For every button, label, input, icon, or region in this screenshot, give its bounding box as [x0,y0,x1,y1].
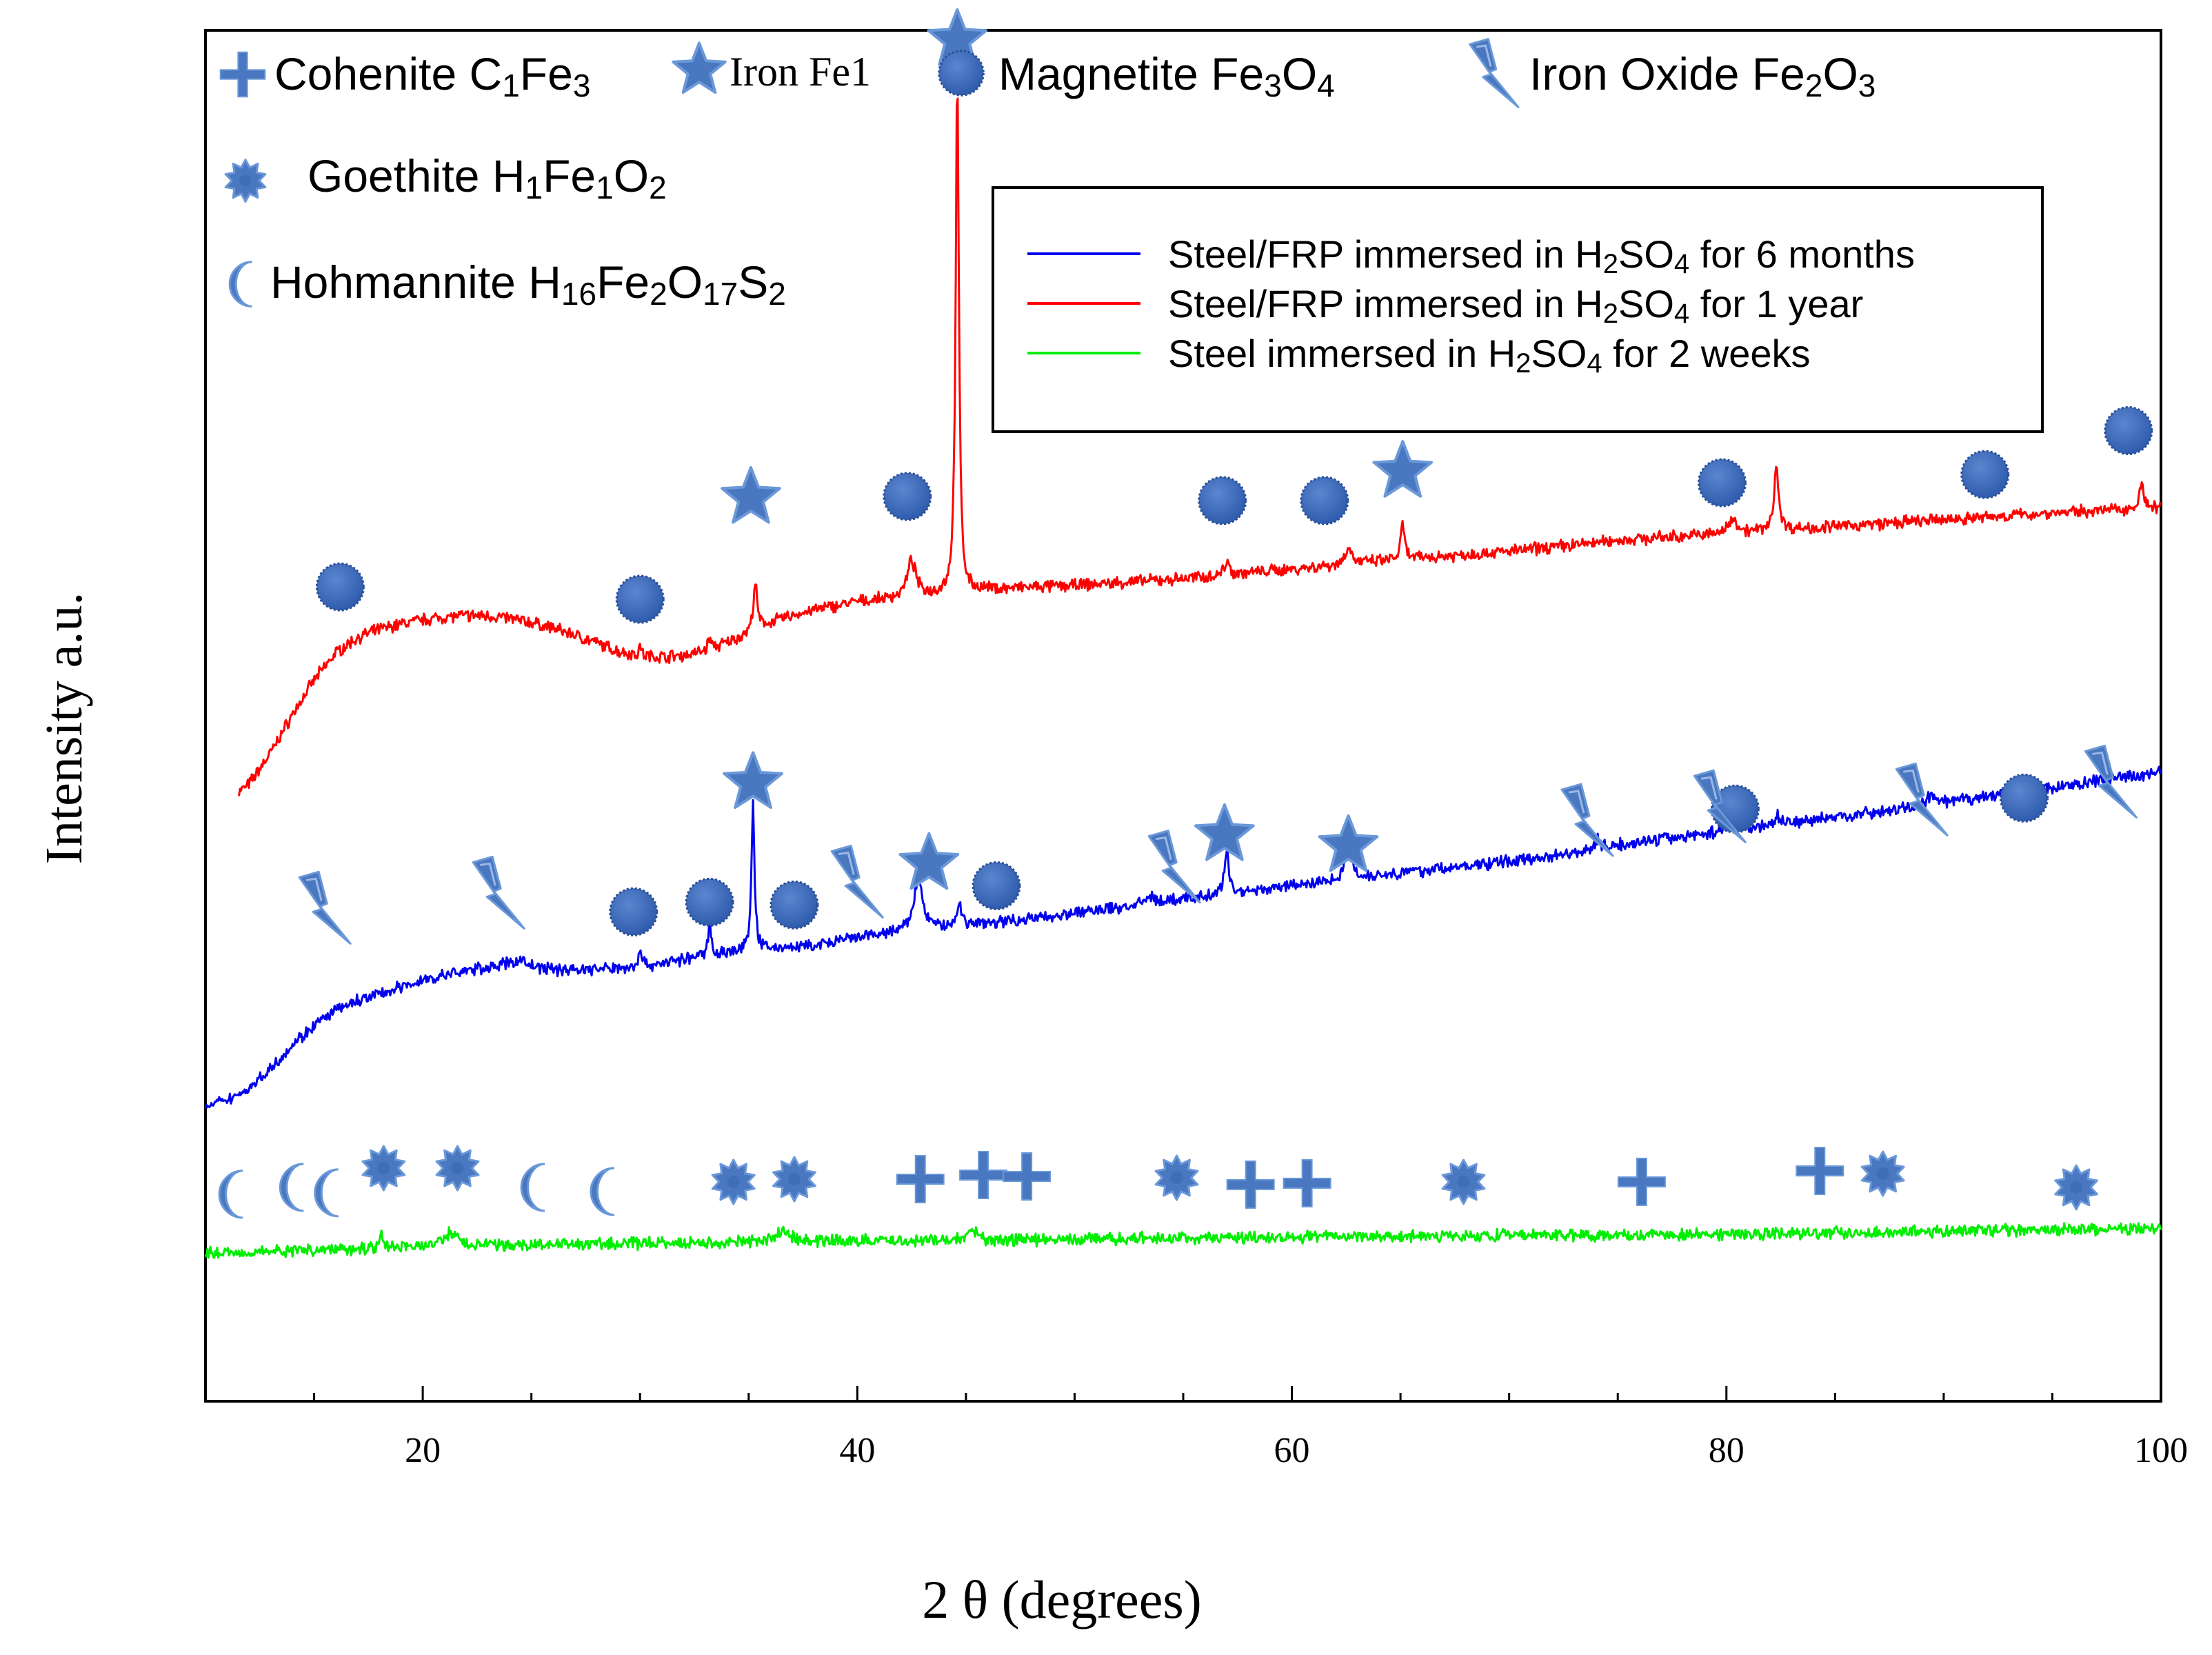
phase-marker-plus [1796,1147,1844,1196]
phase-marker-plus [1617,1157,1666,1206]
legend-circle-icon [938,50,985,97]
phase-marker-circle [883,472,932,521]
legend-label: Steel/FRP immersed in H2SO4 for 1 year [1168,282,1863,329]
phase-marker-star [721,465,781,524]
phase-marker-circle [1960,450,2010,499]
phase-key-label: Cohenite C1Fe3 [274,48,590,103]
phase-marker-circle [1300,476,1349,525]
phase-marker-moon [590,1167,615,1216]
phase-key: Cohenite C1Fe3 Iron Fe1 Magnetite Fe3O4 Iro… [219,38,1876,312]
phase-marker-plus [1003,1152,1052,1201]
phase-marker-moon [218,1170,243,1219]
phase-key-label: Iron Oxide Fe2O3 [1529,48,1876,103]
phase-marker-gear [2054,1164,2098,1211]
series-line-1 [204,765,2162,1109]
series-line-0 [238,97,2162,796]
legend-bolt-icon [1469,38,1520,108]
phase-marker-star [1318,814,1379,872]
phase-marker-plus [1283,1158,1331,1207]
phase-marker-circle [770,880,819,930]
phase-marker-circle [315,562,365,612]
x-axis-label: 2 θ (degrees) [922,1569,1202,1629]
phase-marker-moon [314,1168,339,1218]
legend-moon-icon [228,261,252,308]
phase-marker-bolt [1895,762,1949,836]
x-axis: 20 40 60 80 100 [204,1386,2188,1470]
phase-marker-bolt [472,856,525,930]
phase-marker-bolt [298,870,352,945]
phase-marker-layer [218,8,2153,1219]
phase-key-label: Goethite H1Fe1O2 [308,150,667,205]
legend-box [992,186,2044,433]
phase-marker-circle [615,574,665,624]
phase-marker-gear [1441,1158,1486,1205]
legend-plus-icon [219,51,266,98]
phase-marker-plus [1226,1160,1275,1209]
phase-marker-circle [2104,405,2153,455]
phase-marker-plus [959,1150,1008,1199]
x-tick-label: 80 [1709,1431,1745,1470]
x-tick-label: 100 [2134,1431,2188,1470]
phase-marker-bolt [830,845,884,919]
series-line-2 [204,1222,2162,1259]
phase-marker-circle [972,861,1021,911]
phase-marker-star [723,751,783,809]
phase-marker-bolt [1147,830,1201,904]
phase-marker-gear [711,1158,756,1205]
phase-key-label: Hohmannite H16Fe2O17S2 [270,257,786,312]
phase-marker-gear [361,1145,406,1192]
legend-gear-icon [224,159,267,203]
phase-marker-gear [772,1156,816,1203]
legend-label: Steel/FRP immersed in H2SO4 for 6 months [1168,232,1915,279]
legend-label: Steel immersed in H2SO4 for 2 weeks [1168,332,1811,379]
phase-marker-circle [609,887,658,936]
phase-marker-circle [1697,458,1747,508]
phase-key-label: Iron Fe1 [730,49,871,94]
phase-marker-star [1372,440,1434,498]
phase-marker-plus [896,1154,945,1203]
phase-marker-gear [1154,1154,1199,1201]
x-tick-label: 20 [405,1431,441,1470]
phase-marker-gear [435,1145,480,1192]
phase-marker-star [1194,803,1255,861]
y-axis-label: Intensity a.u. [35,592,93,865]
phase-marker-bolt [1560,783,1614,857]
phase-marker-circle [1999,773,2049,823]
phase-marker-moon [279,1163,304,1212]
x-tick-label: 40 [839,1431,875,1470]
phase-marker-circle [1198,476,1247,525]
phase-key-label: Magnetite Fe3O4 [998,48,1335,103]
legend-star-icon [672,41,727,94]
x-tick-label: 60 [1274,1431,1310,1470]
series-layer [204,97,2162,1259]
legend: Steel/FRP immersed in H2SO4 for 6 months… [1027,232,1915,379]
phase-marker-bolt [1693,769,1747,843]
phase-marker-moon [520,1163,545,1212]
phase-marker-star [898,832,960,890]
phase-marker-circle [685,877,734,927]
phase-marker-bolt [2084,744,2138,819]
phase-marker-gear [1860,1150,1905,1197]
